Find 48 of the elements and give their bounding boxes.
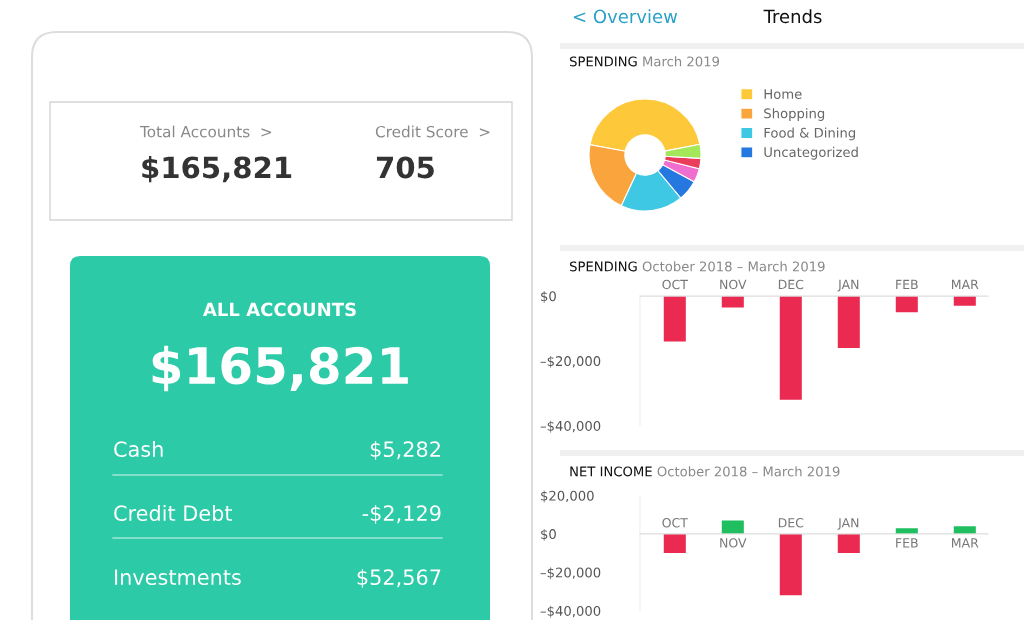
y-tick-label: –$20,000 xyxy=(540,567,601,580)
y-tick-label: $20,000 xyxy=(541,490,594,503)
chart-title: SPENDING xyxy=(569,56,637,67)
x-tick-label: NOV xyxy=(720,538,747,548)
text: Trends xyxy=(763,9,822,24)
x-tick-label: OCT xyxy=(662,517,688,528)
y-tick-label: $0 xyxy=(541,528,556,541)
bar xyxy=(953,526,976,534)
x-tick-label: NOV xyxy=(720,279,747,290)
x-tick-label: OCT xyxy=(662,279,688,290)
chart-subtitle: March 2019 xyxy=(643,56,720,67)
legend-label: Shopping xyxy=(764,108,825,121)
legend-label: Food & Dining xyxy=(764,127,856,141)
bar xyxy=(779,533,802,596)
chart-title: NET INCOME xyxy=(570,466,652,477)
bar xyxy=(721,520,744,534)
text: $52,567 xyxy=(357,568,441,588)
text: Credit Score > xyxy=(375,125,490,138)
text: < Overview xyxy=(573,9,678,24)
y-tick-label: $0 xyxy=(541,291,556,304)
chart-subtitle: October 2018 – March 2019 xyxy=(642,261,825,272)
text: Investments xyxy=(115,569,241,586)
x-tick-label: DEC xyxy=(778,517,804,528)
x-tick-label: FEB xyxy=(896,279,918,289)
text: Credit Debt xyxy=(114,504,233,522)
legend-label: Home xyxy=(764,89,802,99)
x-tick-label: MAR xyxy=(952,279,979,289)
x-tick-label: MAR xyxy=(952,538,979,548)
y-tick-label: –$40,000 xyxy=(540,605,601,618)
x-tick-label: FEB xyxy=(896,538,918,548)
text: -$2,129 xyxy=(362,504,441,524)
text: ALL ACCOUNTS xyxy=(202,302,356,317)
text: $165,821 xyxy=(142,155,292,183)
y-tick-label: –$20,000 xyxy=(540,355,601,368)
x-tick-label: JAN xyxy=(837,279,859,292)
chart-subtitle: October 2018 – March 2019 xyxy=(657,466,840,477)
x-tick-label: JAN xyxy=(837,518,859,530)
text: Cash xyxy=(114,440,163,458)
text: 705 xyxy=(376,156,434,179)
bar xyxy=(837,533,860,554)
text: $165,821 xyxy=(152,345,408,392)
x-tick-label: DEC xyxy=(778,279,804,290)
chart-title: SPENDING xyxy=(569,261,637,272)
text: Total Accounts > xyxy=(139,125,272,138)
bar xyxy=(663,533,686,554)
text: $5,282 xyxy=(370,440,440,460)
y-tick-label: –$40,000 xyxy=(540,420,601,433)
legend-label: Uncategorized xyxy=(764,146,858,160)
